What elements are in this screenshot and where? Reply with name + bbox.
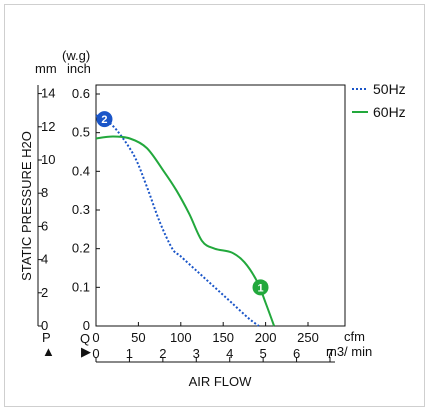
y-tick-inch-label: 0.5 bbox=[72, 125, 90, 140]
chart-frame bbox=[4, 4, 425, 407]
x-tick-cfm-label: 0 bbox=[92, 330, 99, 345]
x-tick-cfm-label: 200 bbox=[255, 330, 277, 345]
series-line-50hz bbox=[95, 114, 260, 327]
series-marker-60hz bbox=[252, 279, 269, 296]
y-tick-mm-label: 12 bbox=[41, 119, 55, 134]
y-axis-title: STATIC PRESSURE H2O bbox=[19, 131, 34, 281]
x-axis-title: AIR FLOW bbox=[189, 374, 253, 389]
y-tick-mm-label: 10 bbox=[41, 152, 55, 167]
legend: 50Hz 60Hz bbox=[352, 81, 406, 120]
x-tick-m3min-label: 7 bbox=[326, 346, 333, 361]
y-tick-mm-label: 2 bbox=[41, 285, 48, 300]
flow-symbol: Q bbox=[80, 331, 90, 346]
x-unit-m3min: m3/ min bbox=[326, 344, 372, 359]
series-marker-50hz bbox=[96, 111, 113, 128]
pressure-arrow: ▲ bbox=[42, 344, 55, 359]
x-unit-cfm: cfm bbox=[344, 329, 365, 344]
y-tick-inch-label: 0.1 bbox=[72, 279, 90, 294]
y-unit-inch: inch bbox=[67, 61, 91, 76]
y-tick-inch-label: 0.6 bbox=[72, 86, 90, 101]
x-tick-m3min-label: 0 bbox=[92, 346, 99, 361]
legend-label-60hz: 60Hz bbox=[373, 104, 406, 120]
y-tick-inch-label: 0.3 bbox=[72, 202, 90, 217]
x-tick-m3min-label: 2 bbox=[159, 346, 166, 361]
flow-arrow: ▶ bbox=[81, 344, 91, 359]
series-layer: 21 bbox=[95, 111, 276, 327]
y-tick-inch-label: 0.4 bbox=[72, 163, 90, 178]
x-tick-cfm-label: 250 bbox=[297, 330, 319, 345]
series-marker-label-50hz: 2 bbox=[101, 114, 107, 126]
x-tick-m3min-label: 3 bbox=[193, 346, 200, 361]
legend-label-50hz: 50Hz bbox=[373, 81, 406, 97]
y-tick-mm-label: 0 bbox=[41, 318, 48, 333]
x-tick-m3min-label: 6 bbox=[293, 346, 300, 361]
x-tick-m3min-label: 4 bbox=[226, 346, 233, 361]
y-tick-mm-label: 14 bbox=[41, 86, 55, 101]
y-tick-inch-label: 0.2 bbox=[72, 241, 90, 256]
x-tick-m3min-label: 1 bbox=[126, 346, 133, 361]
y-tick-inch-label: 0 bbox=[83, 318, 90, 333]
series-line-60hz bbox=[95, 135, 276, 327]
y-unit-mm: mm bbox=[35, 61, 57, 76]
y-tick-mm-label: 4 bbox=[41, 252, 48, 267]
x-tick-cfm-label: 100 bbox=[170, 330, 192, 345]
plot-area bbox=[95, 84, 346, 327]
pressure-symbol: P bbox=[42, 330, 51, 345]
y-unit-wg: (w.g) bbox=[62, 48, 90, 63]
x-tick-cfm-label: 50 bbox=[131, 330, 145, 345]
y-tick-mm-label: 8 bbox=[41, 185, 48, 200]
series-marker-label-60hz: 1 bbox=[257, 282, 263, 294]
x-tick-cfm-label: 150 bbox=[212, 330, 234, 345]
y-tick-mm-label: 6 bbox=[41, 218, 48, 233]
x-tick-m3min-label: 5 bbox=[260, 346, 267, 361]
